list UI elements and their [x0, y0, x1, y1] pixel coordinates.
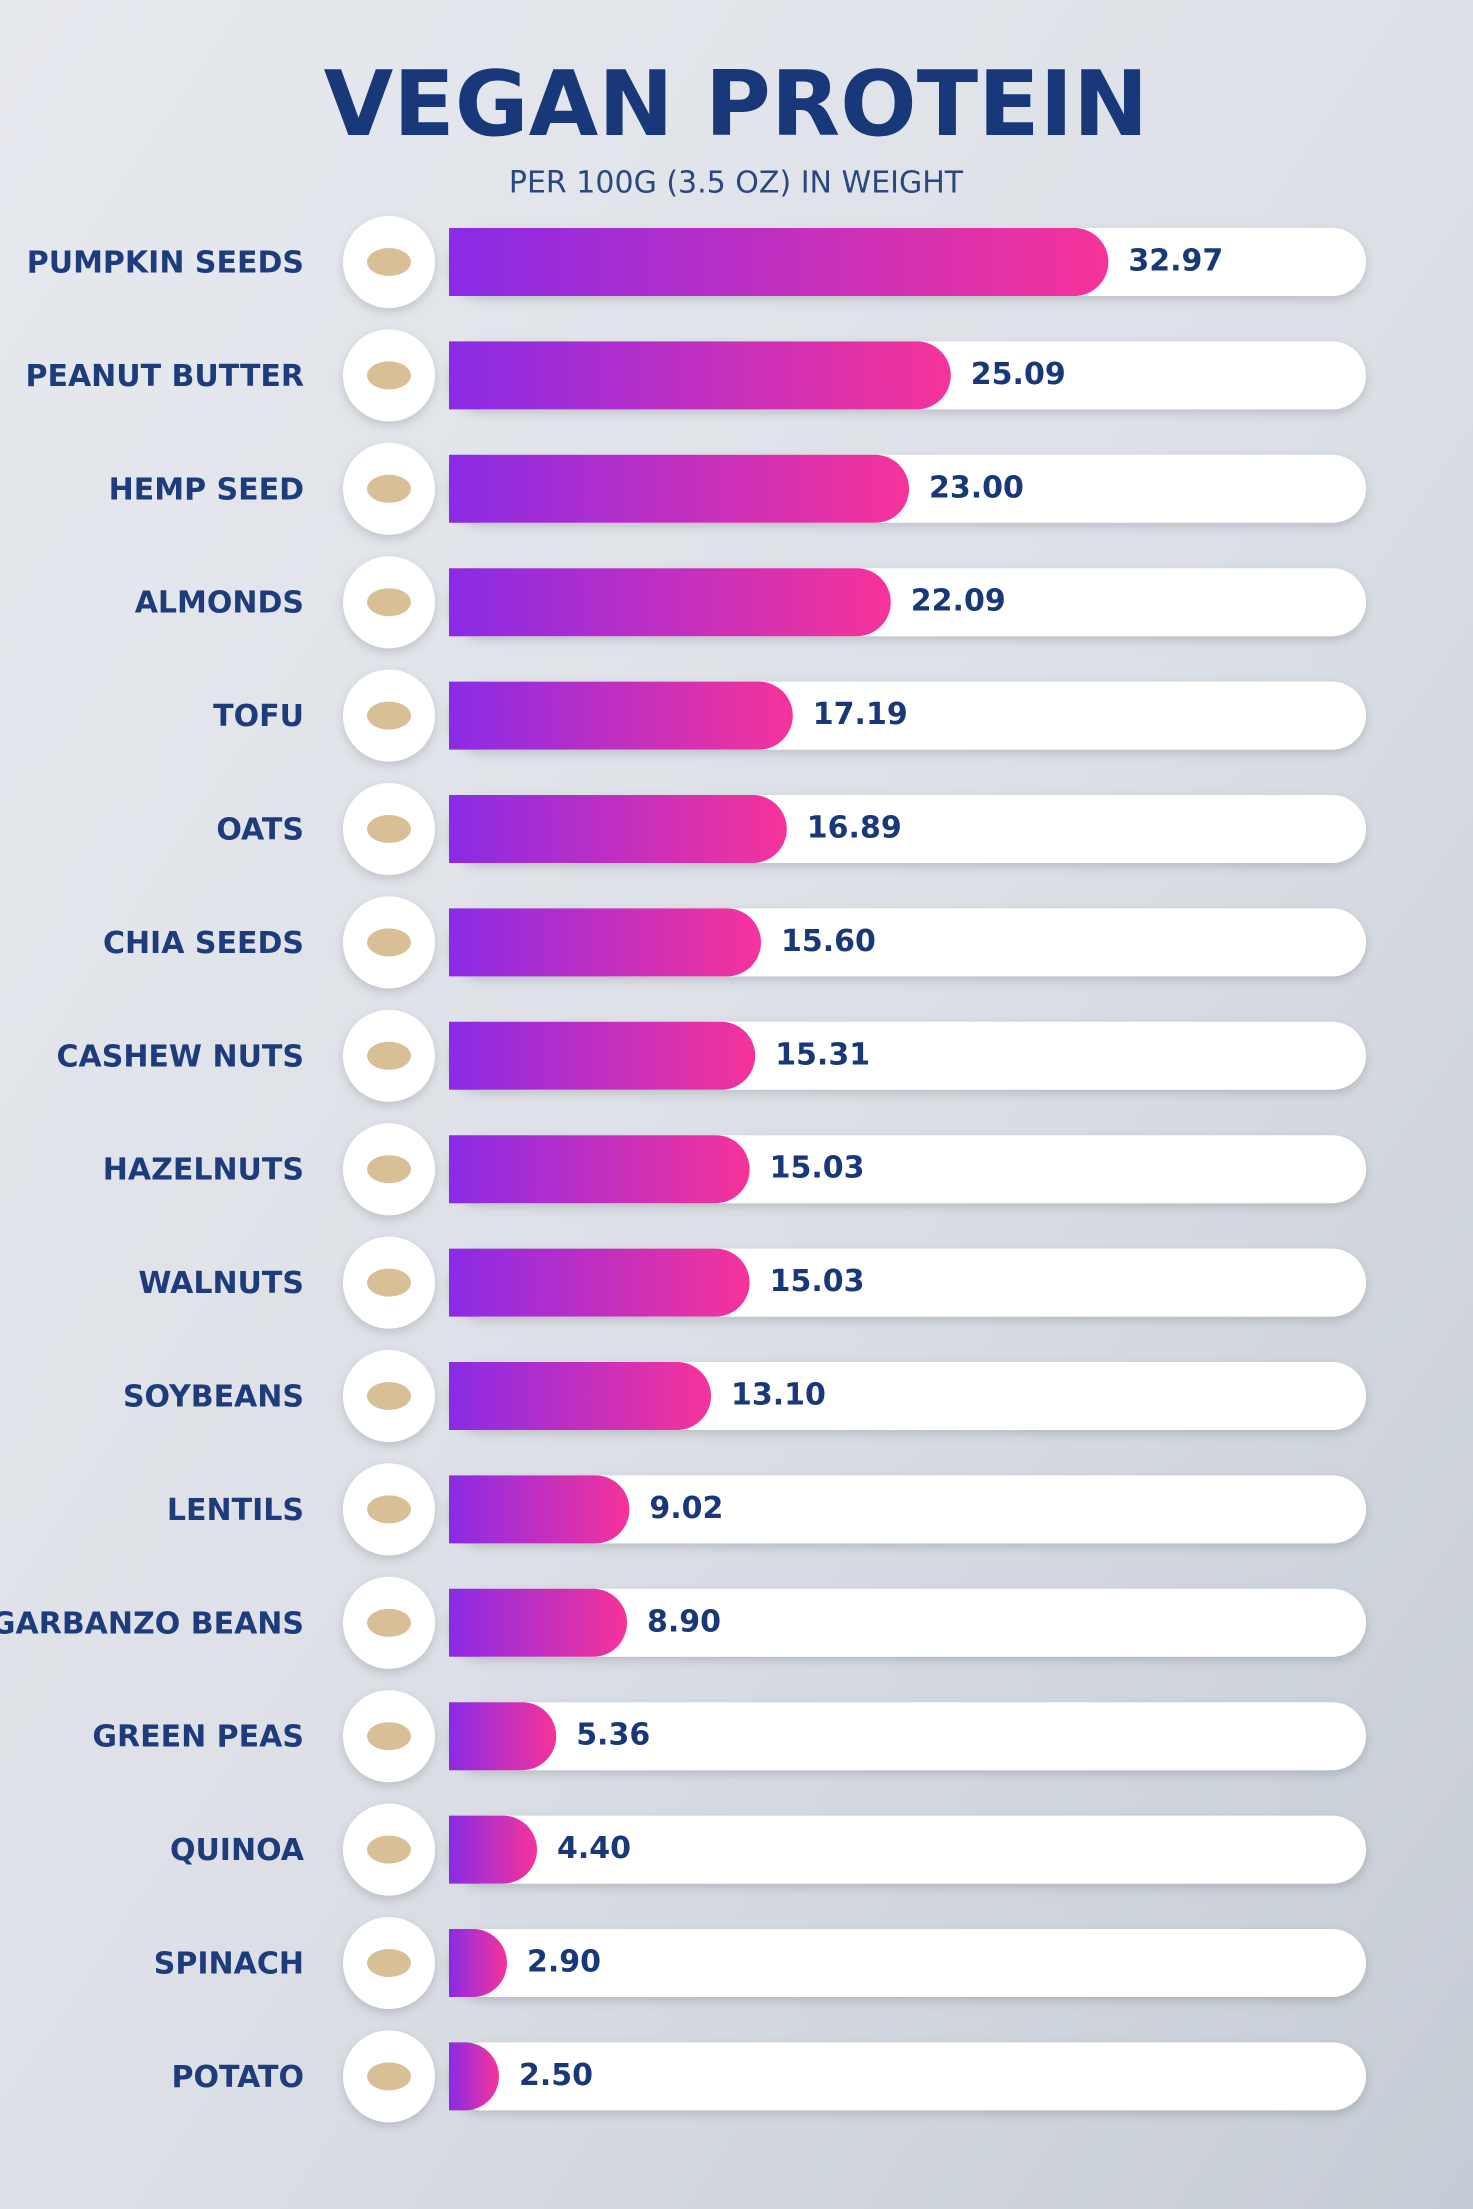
category-label: QUINOA	[170, 1833, 305, 1868]
food-icon-detail	[367, 1949, 411, 1977]
bar	[449, 795, 787, 863]
category-label: TOFU	[213, 699, 304, 734]
bar	[449, 1135, 750, 1204]
bar	[449, 1815, 537, 1884]
food-icon-detail	[367, 474, 411, 503]
food-icon-detail	[367, 361, 411, 390]
food-icon-detail	[367, 1155, 411, 1184]
food-icon-detail	[367, 1041, 411, 1070]
value-label: 23.00	[929, 470, 1024, 505]
bar-track	[449, 1929, 1366, 1997]
value-label: 32.97	[1128, 244, 1223, 279]
value-label: 9.02	[649, 1491, 723, 1526]
food-icon-detail	[367, 1382, 411, 1410]
food-icon-detail	[367, 1608, 411, 1637]
food-icon-detail	[367, 2062, 411, 2091]
bar-track	[449, 1702, 1366, 1771]
bar-track	[449, 1588, 1366, 1657]
value-label: 16.89	[807, 811, 902, 846]
value-label: 22.09	[911, 584, 1006, 619]
food-icon-detail	[367, 1268, 411, 1297]
category-label: CASHEW NUTS	[56, 1039, 304, 1074]
bar	[449, 1021, 756, 1090]
bar	[449, 228, 1109, 296]
category-label: WALNUTS	[138, 1266, 304, 1301]
value-label: 4.40	[557, 1831, 631, 1866]
bar	[449, 454, 909, 523]
bar	[449, 2042, 499, 2111]
food-icon-detail	[367, 1495, 411, 1524]
food-icon-detail	[367, 588, 411, 617]
food-icon-detail	[367, 815, 411, 843]
category-label: ALMONDS	[135, 586, 304, 621]
value-label: 5.36	[576, 1718, 650, 1753]
food-icon-detail	[367, 928, 411, 957]
food-icon-detail	[367, 248, 411, 276]
bar	[449, 1929, 507, 1997]
category-label: LENTILS	[167, 1493, 304, 1528]
bar	[449, 1362, 711, 1430]
category-label: GARBANZO BEANS	[0, 1606, 304, 1641]
bar	[449, 341, 951, 410]
value-label: 2.90	[527, 1945, 601, 1980]
category-label: OATS	[216, 813, 304, 848]
bar-track	[449, 2042, 1366, 2111]
bar-track	[449, 1475, 1366, 1544]
chart-title: VEGAN PROTEIN	[324, 52, 1149, 157]
bar	[449, 1702, 557, 1771]
category-label: PEANUT BUTTER	[25, 359, 304, 394]
value-label: 13.10	[731, 1378, 826, 1413]
bar	[449, 1475, 630, 1544]
category-label: HAZELNUTS	[103, 1153, 304, 1188]
bar	[449, 568, 891, 637]
value-label: 15.03	[770, 1151, 865, 1186]
food-icon-detail	[367, 1722, 411, 1751]
food-icon-detail	[367, 1835, 411, 1864]
category-label: PUMPKIN SEEDS	[27, 246, 304, 281]
category-label: POTATO	[172, 2060, 304, 2095]
value-label: 15.03	[770, 1264, 865, 1299]
bar	[449, 1248, 750, 1317]
value-label: 25.09	[971, 357, 1066, 392]
bar	[449, 1588, 627, 1657]
category-label: GREEN PEAS	[92, 1720, 304, 1755]
value-label: 15.31	[775, 1037, 870, 1072]
category-label: SPINACH	[154, 1947, 304, 1982]
value-label: 17.19	[813, 697, 908, 732]
category-label: SOYBEANS	[123, 1380, 304, 1415]
category-label: HEMP SEED	[109, 472, 304, 507]
bar	[449, 681, 793, 750]
category-label: CHIA SEEDS	[103, 926, 304, 961]
value-label: 2.50	[519, 2058, 593, 2093]
bar-track	[449, 1815, 1366, 1884]
food-icon-detail	[367, 701, 411, 730]
value-label: 15.60	[781, 924, 876, 959]
value-label: 8.90	[647, 1604, 721, 1639]
chart-subtitle: PER 100G (3.5 OZ) IN WEIGHT	[509, 166, 964, 201]
bar	[449, 908, 761, 977]
